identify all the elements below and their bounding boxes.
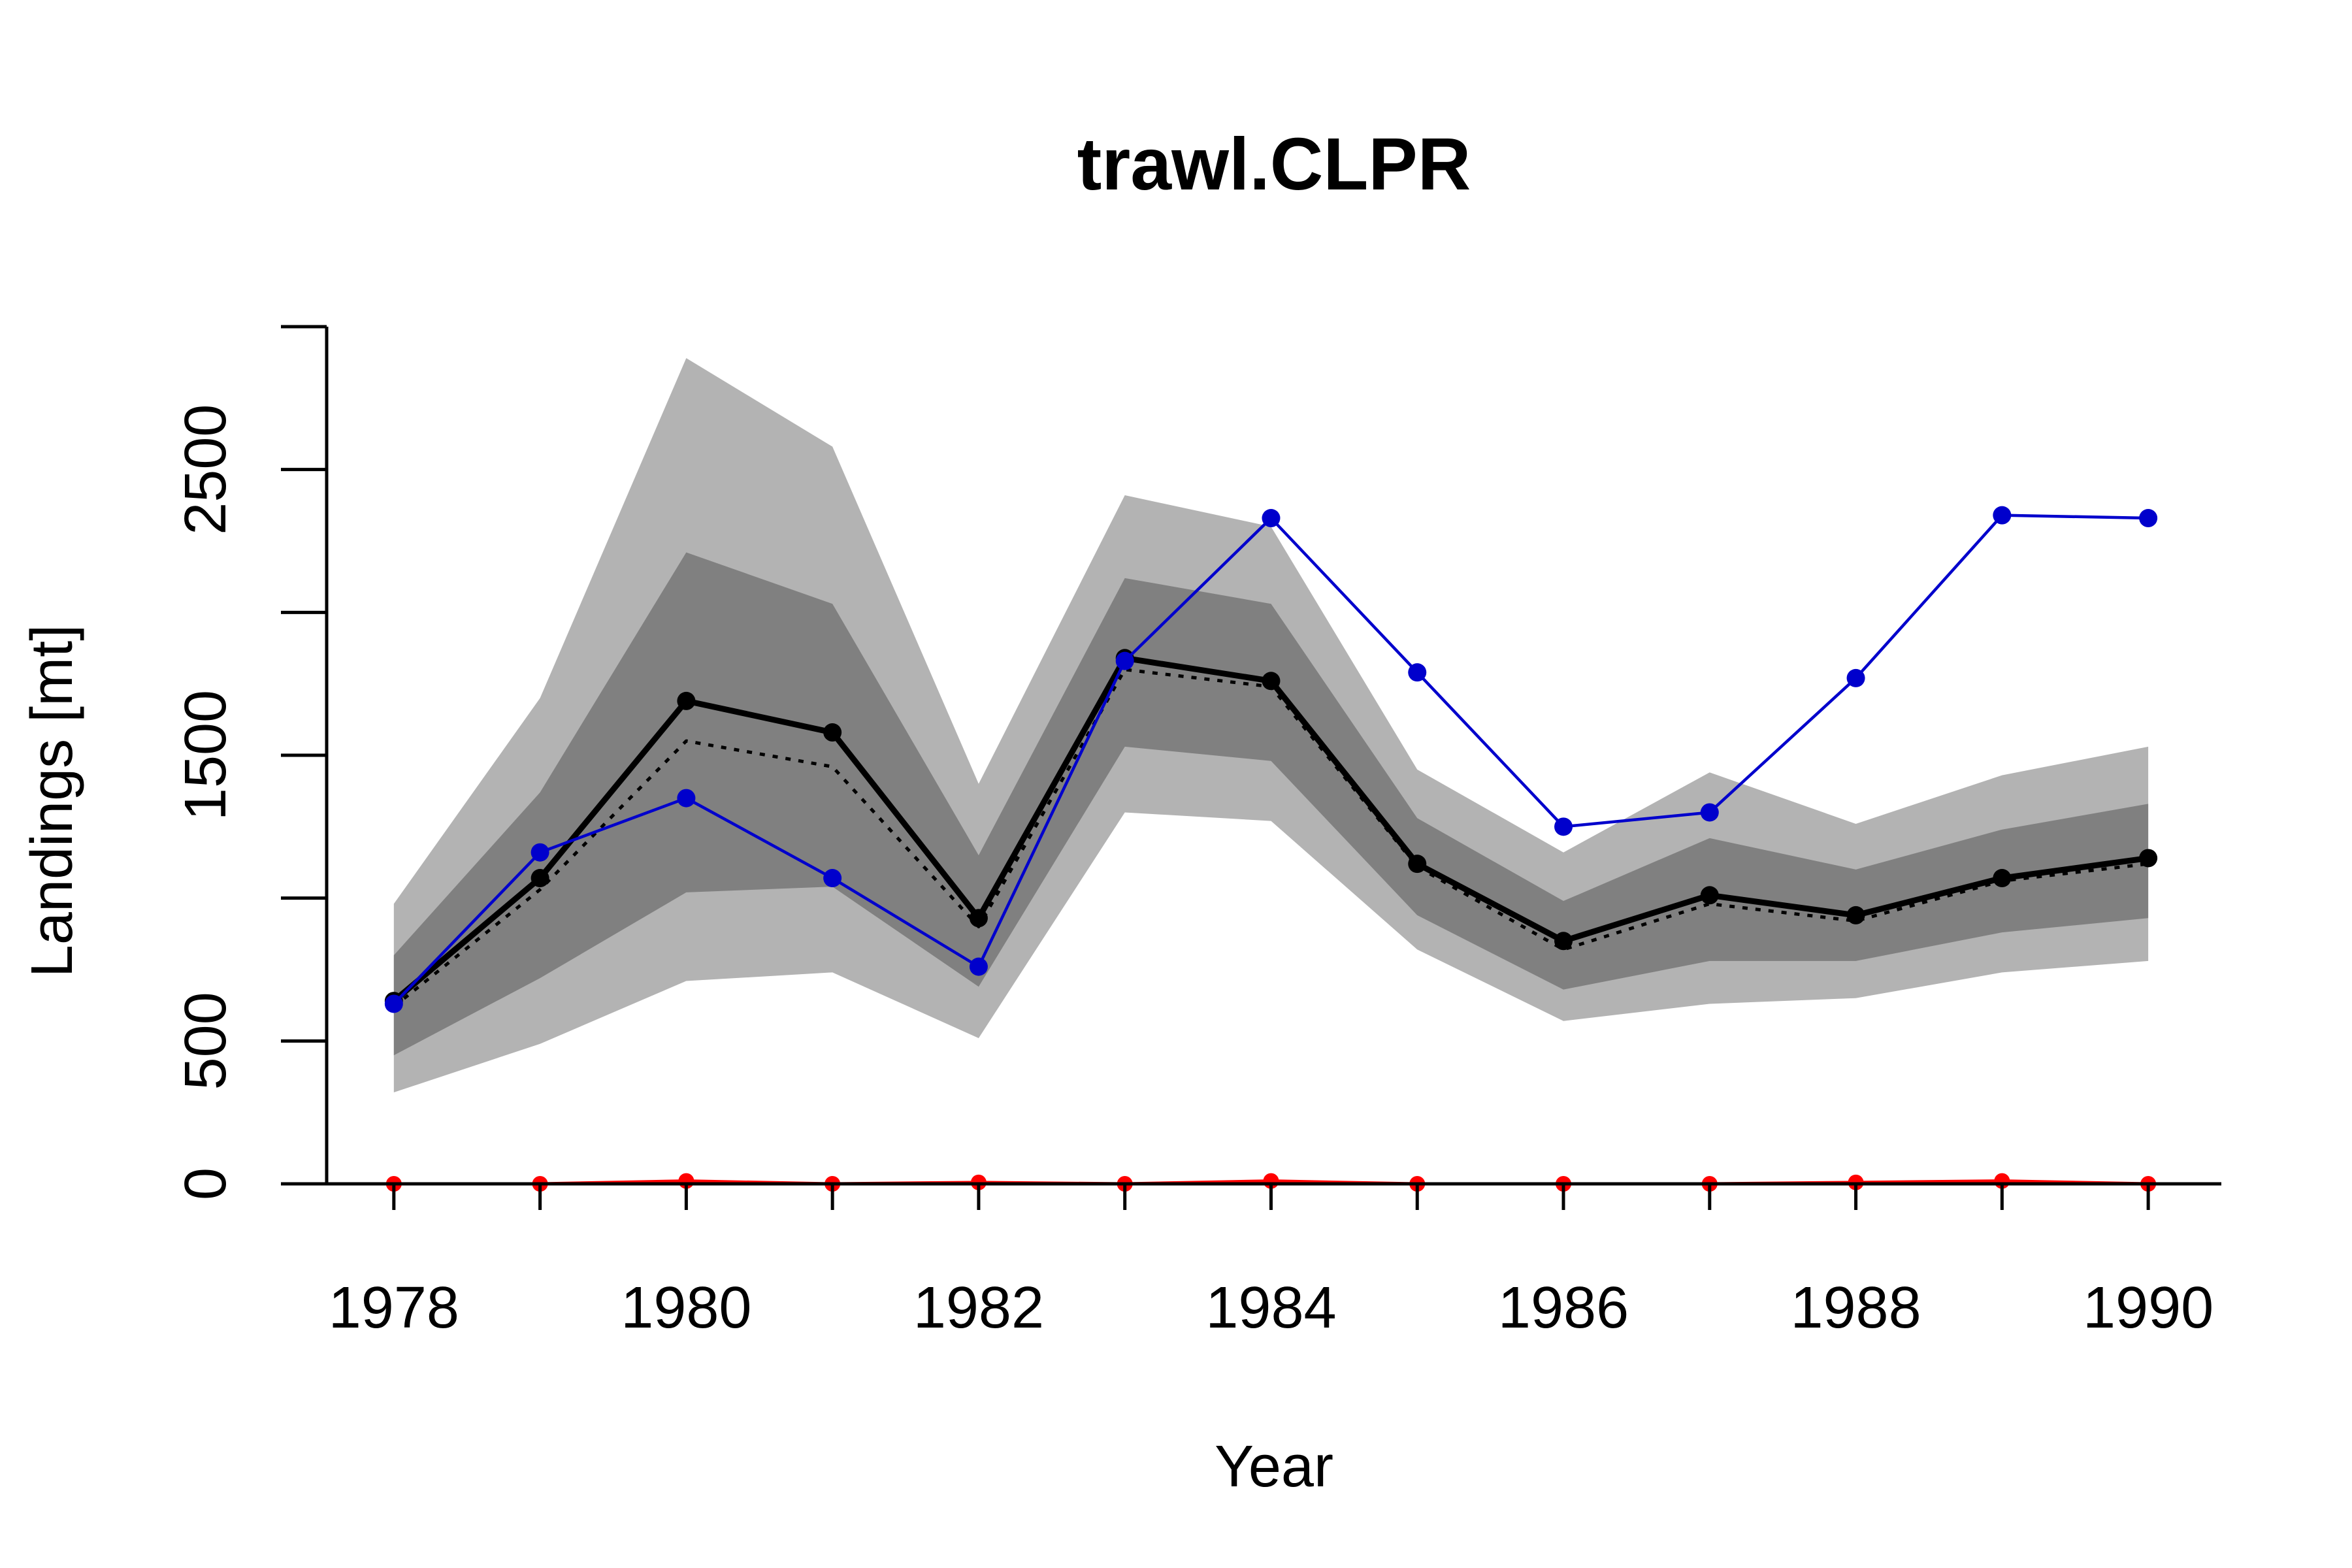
x-tick-label-1988: 1988 [1790, 1275, 1921, 1341]
point-observed-1983 [1115, 651, 1134, 670]
x-tick-label-1986: 1986 [1498, 1275, 1629, 1341]
y-tick-label-2500: 2500 [173, 404, 238, 535]
point-observed-1981 [823, 869, 842, 888]
series-line-mean [393, 668, 2149, 1008]
point-median-1981 [823, 723, 842, 742]
x-tick-label-1982: 1982 [913, 1275, 1044, 1341]
x-tick-label-1978: 1978 [329, 1275, 459, 1341]
y-tick-label-0: 0 [173, 1168, 238, 1200]
axes: 1978 1980 1982 1984 1986 1988 1990 0 500 1500 2500 [173, 325, 2221, 1341]
point-median-1980 [677, 691, 696, 710]
point-median-1982 [969, 909, 988, 928]
plot-area [384, 358, 2158, 1192]
point-observed-1984 [1262, 509, 1281, 528]
point-median-1990 [2139, 849, 2158, 868]
point-observed-1988 [1846, 668, 1865, 687]
point-observed-1990 [2139, 509, 2158, 528]
point-observed-1978 [384, 994, 403, 1013]
y-axis-label: Landings [mt] [20, 625, 85, 977]
y-tick-label-500: 500 [173, 992, 238, 1090]
x-axis-label: Year [1215, 1434, 1333, 1499]
point-median-1989 [1993, 869, 2012, 888]
point-median-1984 [1262, 672, 1281, 691]
point-observed-1985 [1408, 663, 1427, 682]
x-tick-label-1980: 1980 [621, 1275, 751, 1341]
y-tick-label-1500: 1500 [173, 690, 238, 821]
point-median-1979 [531, 869, 549, 888]
point-observed-1980 [677, 789, 696, 808]
band-inner [393, 552, 2149, 1056]
x-tick-label-1984: 1984 [1205, 1275, 1336, 1341]
x-tick-label-1990: 1990 [2083, 1275, 2213, 1341]
point-observed-1979 [531, 843, 549, 862]
point-observed-1987 [1700, 803, 1719, 822]
point-median-1987 [1700, 886, 1719, 905]
point-observed-1989 [1993, 506, 2012, 525]
chart-title: trawl.CLPR [1077, 123, 1471, 205]
point-observed-1982 [969, 957, 988, 976]
point-observed-1986 [1554, 817, 1573, 836]
